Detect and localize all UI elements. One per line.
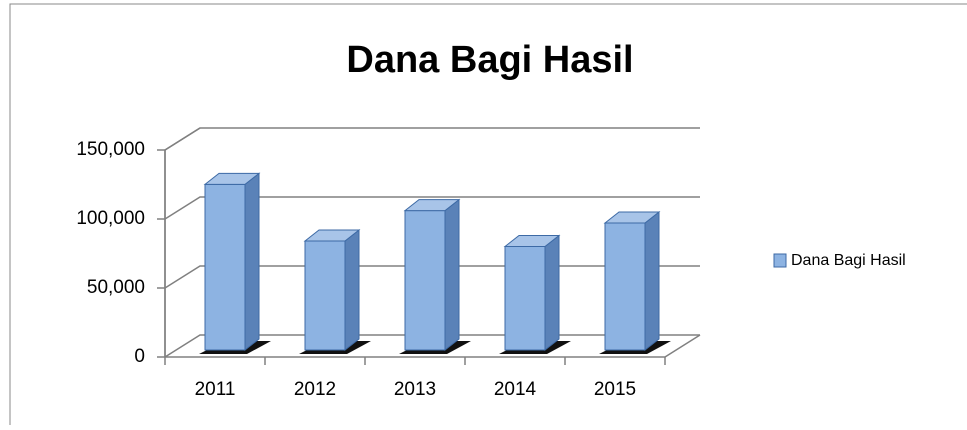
bar-face	[244, 172, 260, 352]
grid-line	[164, 196, 700, 220]
x-tick-label: 2013	[394, 379, 436, 400]
bar-face	[303, 229, 361, 242]
bar-face	[403, 199, 461, 212]
bar-face	[204, 183, 246, 351]
y-tick-label: 0	[134, 346, 145, 367]
bar	[203, 172, 261, 352]
x-tick-label: 2015	[594, 379, 636, 400]
y-tick-label: 50,000	[87, 277, 145, 298]
chart-title: Dana Bagi Hasil	[346, 39, 633, 81]
bar-face	[304, 240, 346, 351]
grid-line	[164, 127, 700, 151]
x-tick-label: 2012	[294, 379, 336, 400]
bar	[403, 198, 461, 352]
bar	[303, 228, 361, 352]
bar-face	[444, 198, 460, 352]
y-tick-label: 150,000	[76, 139, 145, 160]
bar-face	[603, 211, 661, 224]
bar-face	[503, 235, 561, 247]
bar	[603, 211, 661, 352]
legend-label: Dana Bagi Hasil	[791, 252, 906, 269]
back-wall	[164, 127, 201, 357]
bar-face	[344, 228, 360, 352]
y-tick-label: 100,000	[76, 208, 145, 229]
bar-face	[404, 210, 446, 351]
chart-frame	[9, 3, 967, 425]
x-tick-label: 2014	[494, 379, 537, 400]
bar-face	[604, 222, 646, 351]
bar-face	[203, 172, 261, 185]
legend-swatch	[773, 253, 787, 268]
bar-face	[504, 246, 546, 351]
x-tick-label: 2011	[195, 379, 236, 400]
bar-face	[544, 234, 560, 352]
bar-face	[644, 211, 660, 352]
bar	[503, 234, 561, 352]
